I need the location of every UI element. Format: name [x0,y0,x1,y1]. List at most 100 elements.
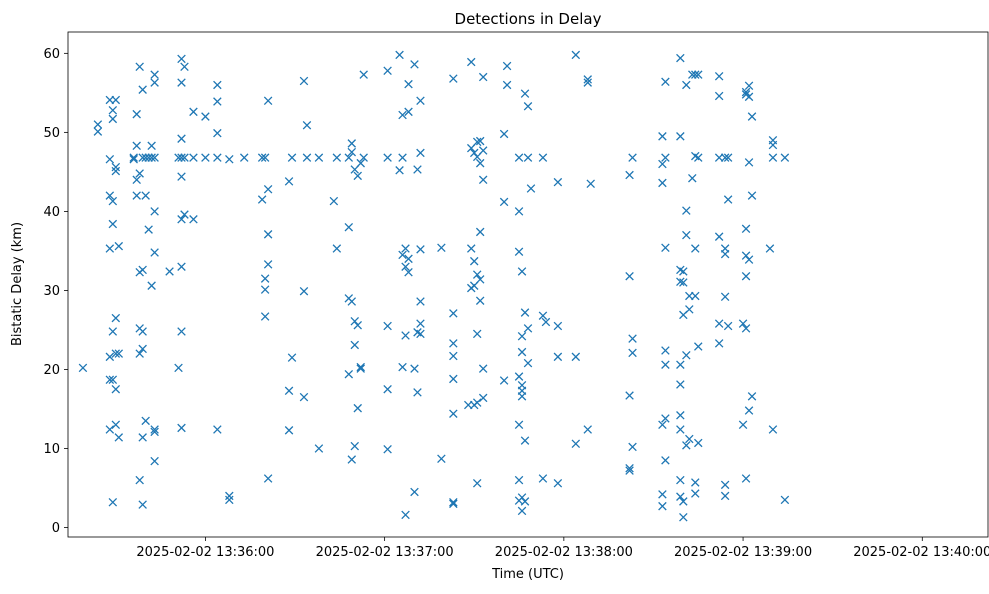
data-point-220 [517,392,527,401]
data-point-287 [682,350,691,360]
data-point-162 [416,96,425,106]
data-point-236 [553,177,563,187]
data-point-57 [150,207,159,216]
data-point-144 [398,153,407,162]
data-point-39 [138,85,147,94]
data-point-293 [688,173,697,183]
data-point-183 [469,148,479,158]
data-point-38 [135,475,144,485]
data-point-90 [239,153,249,162]
data-point-130 [353,320,362,330]
data-point-149 [401,262,410,271]
data-point-68 [177,153,186,162]
data-point-145 [398,110,407,120]
data-point-310 [720,153,730,162]
data-point-58 [150,248,159,257]
data-point-122 [347,147,357,157]
data-point-194 [475,158,485,168]
data-point-212 [514,420,524,430]
data-point-226 [520,497,530,506]
y-tick-label-4: 40 [43,205,60,220]
data-point-313 [720,292,730,302]
data-point-52 [147,153,156,162]
data-point-41 [138,265,147,275]
data-point-123 [347,297,357,306]
data-point-102 [284,177,294,186]
data-point-99 [263,230,273,239]
data-point-329 [744,92,754,102]
data-point-126 [350,316,360,326]
data-point-251 [625,466,634,475]
data-point-232 [538,153,548,162]
data-point-237 [553,321,563,331]
data-point-20 [111,313,121,323]
data-point-121 [347,139,357,148]
data-point-267 [661,414,670,423]
data-point-28 [129,154,138,164]
data-point-98 [263,185,273,194]
data-point-16 [108,497,118,507]
data-point-32 [132,109,141,119]
data-point-159 [413,165,422,174]
x-tick-label-0: 2025-02-02 13:36:00 [136,545,274,560]
data-point-94 [260,274,270,283]
data-point-270 [676,132,685,141]
data-point-113 [314,444,324,453]
data-point-161 [413,388,422,397]
data-point-199 [478,146,488,155]
data-point-133 [356,362,365,372]
data-point-70 [177,215,186,224]
data-point-47 [141,191,150,200]
data-point-242 [571,439,581,449]
data-point-106 [287,353,297,362]
data-point-221 [517,493,527,502]
data-point-179 [466,57,476,67]
data-point-9 [105,425,115,434]
data-point-288 [682,441,691,450]
data-point-104 [284,426,294,435]
data-point-148 [401,244,410,253]
data-point-229 [523,324,533,333]
data-point-67 [177,134,186,143]
data-point-184 [469,256,479,266]
data-point-14 [108,327,118,336]
data-point-33 [135,62,144,72]
data-point-301 [694,153,703,162]
data-point-213 [514,475,524,485]
data-point-274 [676,380,685,389]
data-point-7 [105,352,115,362]
data-point-300 [694,70,703,79]
data-point-27 [129,153,138,162]
data-point-262 [661,77,670,87]
data-point-297 [691,291,700,301]
data-point-96 [260,312,270,321]
y-tick-label-2: 20 [43,363,60,378]
data-point-92 [257,195,267,204]
data-point-243 [583,75,592,84]
data-point-152 [404,79,413,89]
data-point-108 [299,286,309,296]
data-point-238 [553,352,563,362]
data-point-309 [714,339,724,348]
data-point-248 [625,271,634,281]
data-point-87 [225,154,234,164]
data-point-42 [138,327,147,336]
data-point-340 [768,425,778,434]
data-point-135 [359,70,368,79]
data-point-215 [517,267,527,276]
data-point-146 [398,250,407,260]
data-point-151 [401,510,410,520]
data-point-163 [416,148,425,158]
data-point-336 [765,244,775,253]
data-point-239 [553,479,563,488]
data-point-175 [449,409,458,418]
data-point-324 [741,251,751,260]
data-point-196 [475,275,485,284]
data-point-296 [691,244,700,253]
data-point-128 [350,441,360,451]
data-point-101 [263,474,273,483]
data-point-112 [314,153,324,162]
data-point-335 [747,392,757,401]
data-point-164 [416,245,425,254]
data-point-265 [661,346,670,355]
